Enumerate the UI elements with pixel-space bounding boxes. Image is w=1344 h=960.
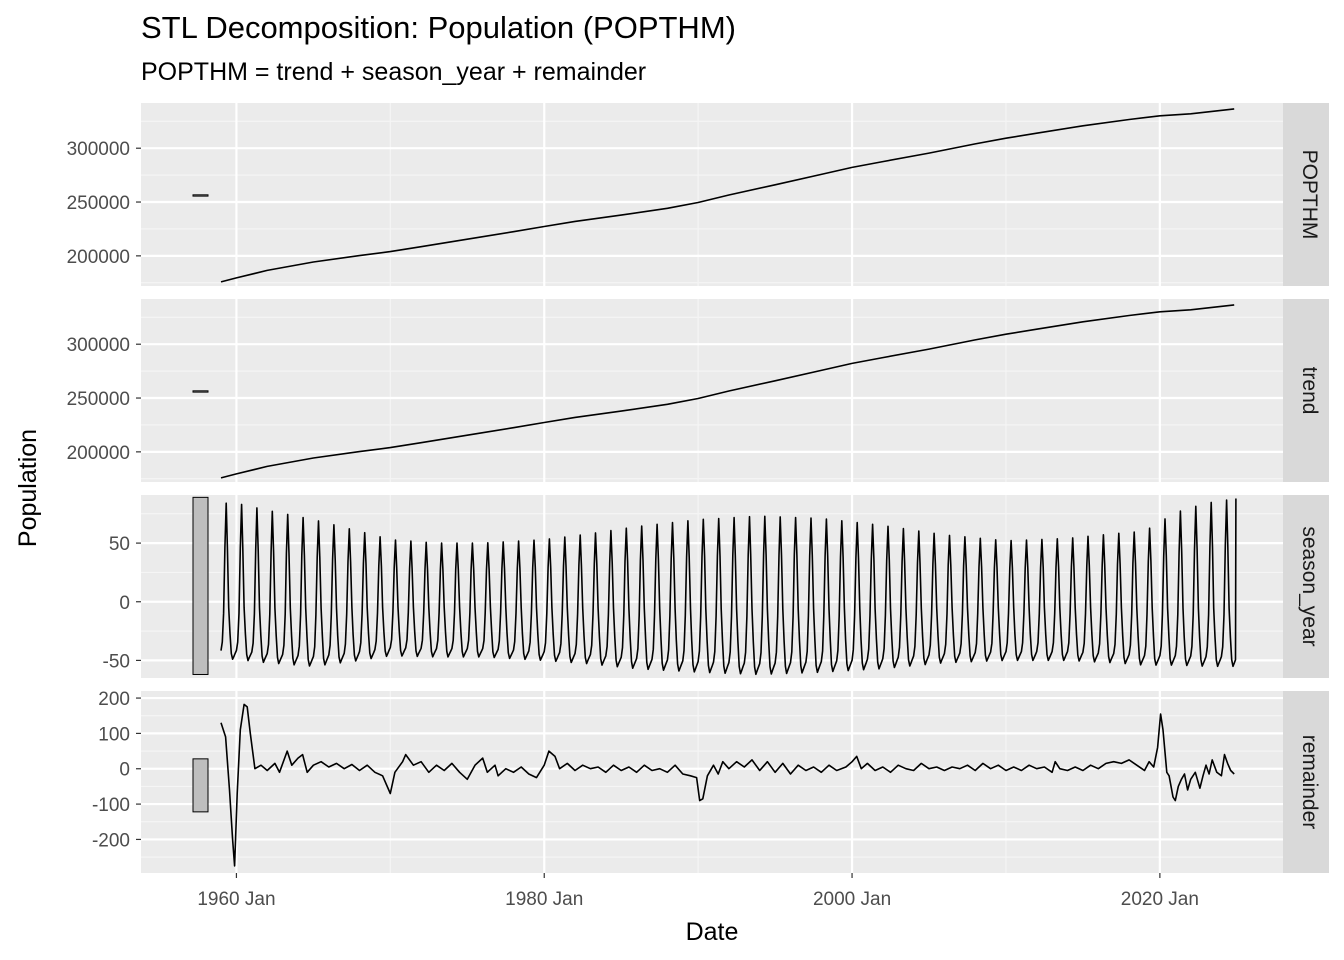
x-tick-label: 1980 Jan — [505, 889, 583, 910]
y-tick-label: 250000 — [67, 389, 130, 410]
panel-background — [141, 691, 1283, 873]
y-tick-label: -200 — [92, 830, 130, 851]
scale-bar — [192, 390, 209, 393]
facet-strip — [1283, 495, 1329, 678]
x-tick-label: 2020 Jan — [1121, 889, 1199, 910]
facet-label-season_year: season_year — [1298, 526, 1321, 646]
facet-label-POPTHM: POPTHM — [1298, 150, 1321, 240]
y-tick-label: 50 — [109, 534, 130, 555]
facet-strip — [1283, 299, 1329, 482]
series-line-remainder — [220, 703, 1235, 867]
y-tick-label: 0 — [119, 760, 130, 781]
y-tick-label: 100 — [98, 724, 130, 745]
x-tick-label: 1960 Jan — [197, 889, 275, 910]
y-tick-label: 200 — [98, 689, 130, 710]
scale-bar — [192, 496, 209, 675]
panel-background — [141, 495, 1283, 678]
y-tick-label: 300000 — [67, 335, 130, 356]
y-tick-label: -100 — [92, 795, 130, 816]
x-tick-label: 2000 Jan — [813, 889, 891, 910]
facet-strip — [1283, 691, 1329, 873]
y-tick-label: 200000 — [67, 443, 130, 464]
panel-background — [141, 103, 1283, 286]
scale-bar — [192, 194, 209, 197]
series-line-POPTHM — [220, 108, 1235, 283]
panel-background — [141, 299, 1283, 482]
scale-bar — [192, 758, 209, 813]
series-line-season_year — [220, 498, 1237, 676]
chart-subtitle: POPTHM = trend + season_year + remainder — [141, 58, 647, 86]
facet-label-trend: trend — [1298, 367, 1321, 415]
facet-strip — [1283, 103, 1329, 286]
y-tick-label: 300000 — [67, 139, 130, 160]
y-tick-label: -50 — [103, 651, 130, 672]
series-line-trend — [220, 304, 1235, 479]
x-axis-label: Date — [686, 918, 739, 946]
y-axis-label: Population — [14, 429, 42, 547]
facet-label-remainder: remainder — [1298, 735, 1321, 830]
y-tick-label: 0 — [119, 593, 130, 614]
y-tick-label: 200000 — [67, 247, 130, 268]
chart-title: STL Decomposition: Population (POPTHM) — [141, 10, 736, 45]
y-tick-label: 250000 — [67, 193, 130, 214]
